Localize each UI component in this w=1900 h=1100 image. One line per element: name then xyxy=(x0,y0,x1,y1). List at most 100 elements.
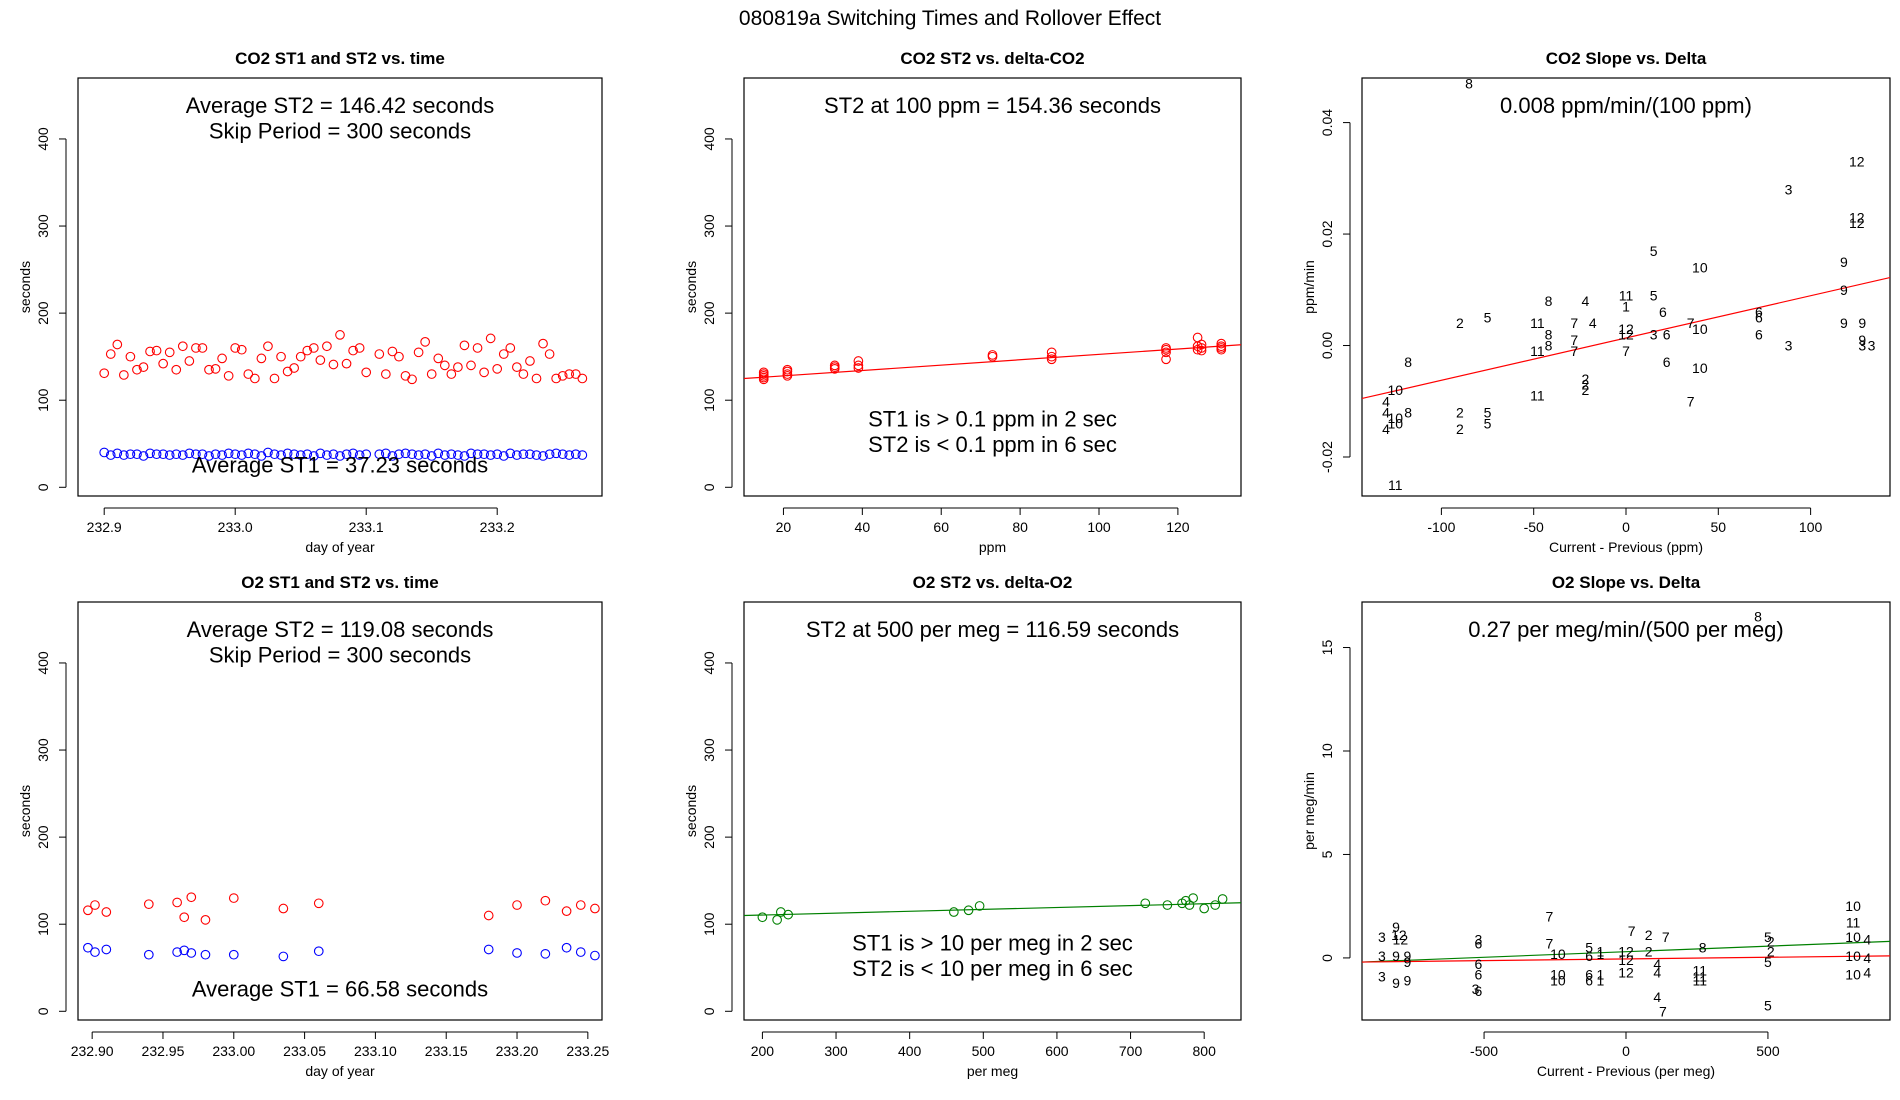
data-label-point: 4 xyxy=(1581,293,1589,309)
y-axis-label: seconds xyxy=(17,261,33,313)
data-point-st2 xyxy=(243,369,254,379)
data-label-point: 8 xyxy=(1545,326,1553,342)
data-point-st1 xyxy=(387,451,398,461)
y-axis: 0 100 200 300 400 xyxy=(701,127,733,491)
y-axis-label: seconds xyxy=(683,785,699,837)
data-point-st1 xyxy=(354,450,365,460)
data-label-point: 7 xyxy=(1687,393,1695,409)
y-tick-label: 400 xyxy=(35,651,51,675)
data-label-point: 12 xyxy=(1618,321,1634,337)
data-point-st1 xyxy=(112,448,123,459)
data-point-st2 xyxy=(505,343,516,353)
data-point-st2 xyxy=(758,374,769,385)
data-label-point: 4 xyxy=(1589,315,1597,331)
plot-frame xyxy=(743,77,1242,497)
trend-line xyxy=(744,902,1241,917)
data-point-st2 xyxy=(498,349,509,359)
data-point-st1 xyxy=(204,451,214,461)
y-axis: -0.02 0.00 0.02 0.04 xyxy=(1319,109,1351,473)
data-point-st1 xyxy=(400,448,411,459)
data-point-st2 xyxy=(400,370,411,381)
data-point-st1 xyxy=(577,450,588,460)
x-tick-label: 233.25 xyxy=(566,1043,609,1059)
data-label-point: 9 xyxy=(1404,948,1412,964)
data-label-point: 3 xyxy=(1785,338,1793,354)
x-tick-label: 400 xyxy=(898,1043,922,1059)
x-tick-label: 200 xyxy=(751,1043,775,1059)
data-label-point: 3 xyxy=(1378,929,1386,945)
data-point-st2 xyxy=(381,369,391,379)
chart-annotation: ST2 at 500 per meg = 116.59 seconds xyxy=(806,617,1179,642)
chart-annotation: ST2 at 100 ppm = 154.36 seconds xyxy=(824,93,1161,118)
data-point-st1 xyxy=(570,449,581,460)
data-point-st2 xyxy=(1210,900,1221,910)
data-point-st2 xyxy=(1216,338,1227,349)
chart-o2-delta: O2 ST2 vs. delta-O2 200 300 400 500 600 700 800… xyxy=(683,573,1242,1079)
data-point-st2 xyxy=(132,364,142,375)
data-point-st2 xyxy=(1196,345,1207,356)
data-point-st2 xyxy=(1046,351,1057,362)
data-label-point: 3 xyxy=(1785,181,1793,197)
data-label-point: 11 xyxy=(1530,315,1545,331)
data-label-point: 10 xyxy=(1692,360,1708,376)
y-axis-label: seconds xyxy=(683,261,699,313)
chart-title: CO2 ST2 vs. delta-CO2 xyxy=(900,49,1084,68)
plot-frame xyxy=(743,601,1242,1021)
plot-frame xyxy=(1361,77,1891,497)
x-tick-label: 80 xyxy=(1012,519,1028,535)
x-tick-label: 233.00 xyxy=(212,1043,255,1059)
y-tick-label: 15 xyxy=(1319,640,1335,656)
x-tick-label: 232.95 xyxy=(142,1043,185,1059)
data-point-st2 xyxy=(459,340,470,351)
data-point-st2 xyxy=(453,362,463,372)
data-label-point: 12 xyxy=(1393,931,1409,947)
plot-frame xyxy=(1361,601,1891,1021)
y-tick-label: 200 xyxy=(701,301,717,325)
data-label-point: 3 xyxy=(1474,931,1482,947)
data-label-point: 9 xyxy=(1858,332,1866,348)
data-label-point: 11 xyxy=(1530,343,1545,359)
y-tick-label: 400 xyxy=(701,651,717,675)
data-point-st2 xyxy=(538,338,548,349)
data-point-st2 xyxy=(125,351,136,362)
data-point-st2 xyxy=(172,897,182,908)
data-point-st2 xyxy=(525,356,535,366)
y-tick-label: 100 xyxy=(701,912,717,936)
data-point-st2 xyxy=(348,345,358,356)
x-tick-label: 233.0 xyxy=(218,519,253,535)
data-point-st1 xyxy=(407,449,417,460)
chart-annotation: 0.27 per meg/min/(500 per meg) xyxy=(1468,617,1784,642)
data-point-st1 xyxy=(564,450,575,460)
data-point-st1 xyxy=(328,449,339,460)
data-point-st1 xyxy=(341,449,352,460)
y-tick-label: 100 xyxy=(701,388,717,412)
data-label-point: 11 xyxy=(1846,915,1861,931)
data-point-st1 xyxy=(282,448,293,459)
data-label-point: 12 xyxy=(1618,944,1634,960)
data-point-st2 xyxy=(987,350,998,360)
data-point-st1 xyxy=(575,947,586,957)
data-point-st2 xyxy=(758,370,769,381)
data-label-point: 5 xyxy=(1650,287,1658,303)
data-point-st2 xyxy=(853,360,864,371)
y-tick-label: 300 xyxy=(701,738,717,762)
data-point-st1 xyxy=(472,449,483,460)
data-point-st2 xyxy=(217,353,227,364)
chart-annotation: Average ST2 = 119.08 seconds xyxy=(187,617,494,642)
chart-title: CO2 Slope vs. Delta xyxy=(1546,49,1707,68)
data-label-point: 9 xyxy=(1840,315,1848,331)
data-point-st1 xyxy=(223,448,234,459)
data-label-point: 10 xyxy=(1550,973,1566,989)
data-point-st2 xyxy=(223,370,234,381)
y-tick-label: 0.04 xyxy=(1319,109,1335,136)
data-label-point: 6 xyxy=(1755,326,1763,342)
data-point-st2 xyxy=(186,892,197,903)
data-point-st2 xyxy=(426,369,437,379)
data-point-st2 xyxy=(313,898,324,909)
data-point-st1 xyxy=(426,451,437,461)
data-label-point: 9 xyxy=(1840,282,1848,298)
data-point-st2 xyxy=(184,356,195,366)
y-tick-label: 300 xyxy=(35,738,51,762)
data-label-point: 12 xyxy=(1618,964,1634,980)
data-point-st2 xyxy=(171,364,182,375)
